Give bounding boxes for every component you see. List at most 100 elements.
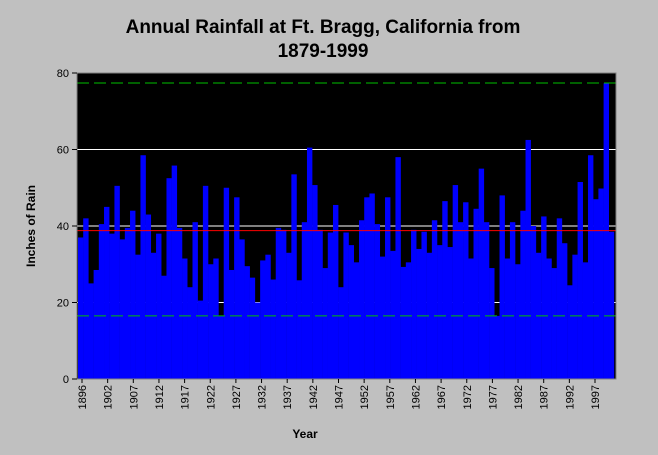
bar (280, 229, 287, 379)
bar (119, 239, 126, 379)
bar (223, 187, 230, 379)
bar (515, 264, 521, 379)
bar (93, 269, 100, 379)
bar (442, 201, 448, 379)
bar (130, 210, 136, 379)
bar (249, 277, 256, 379)
x-tick-label: 1907 (128, 385, 140, 409)
bar (208, 264, 214, 379)
bar (239, 239, 245, 379)
y-tick-label: 40 (57, 221, 69, 233)
bar (254, 302, 261, 379)
bar (109, 233, 115, 379)
bar (228, 269, 235, 379)
bar (145, 214, 152, 379)
x-tick-label: 1982 (513, 385, 525, 409)
bar (411, 229, 417, 379)
bar (353, 262, 360, 379)
bar (364, 197, 370, 379)
bar (140, 155, 146, 379)
bar (457, 222, 464, 379)
bar (431, 220, 438, 379)
x-axis-label: Year (292, 427, 318, 441)
bar (244, 266, 250, 379)
bar (504, 258, 511, 379)
bar (379, 256, 386, 379)
bar (437, 245, 443, 380)
y-tick-label: 80 (57, 68, 69, 80)
x-tick-label: 1997 (590, 385, 602, 409)
bar (83, 218, 89, 379)
bar (598, 188, 604, 379)
x-tick-label: 1902 (103, 385, 115, 409)
bar (213, 258, 219, 379)
bar (171, 165, 178, 379)
x-tick-label: 1977 (487, 385, 499, 409)
x-tick-label: 1967 (436, 385, 448, 409)
chart-title-line2: 1879-1999 (278, 41, 369, 62)
bar (359, 220, 365, 379)
bar (369, 193, 375, 379)
bar (405, 262, 412, 379)
x-tick-label: 1962 (410, 385, 422, 409)
bar (312, 185, 318, 379)
bar (218, 315, 224, 379)
bar (567, 285, 573, 379)
x-tick-label: 1957 (385, 385, 397, 409)
x-tick-label: 1947 (334, 385, 346, 409)
bar (463, 202, 469, 379)
bar (603, 83, 609, 379)
bar (265, 254, 271, 379)
bar (546, 258, 552, 379)
x-tick-label: 1932 (257, 385, 269, 409)
bar (234, 197, 240, 379)
bar (260, 260, 266, 379)
bar (426, 252, 433, 379)
bar (327, 232, 334, 379)
bar (306, 147, 313, 379)
bar (608, 231, 615, 379)
bar (400, 266, 407, 379)
bar (509, 222, 516, 379)
bar (530, 226, 537, 379)
y-tick-label: 60 (57, 145, 69, 157)
bar (541, 216, 547, 379)
bar (468, 258, 474, 379)
bar (556, 218, 563, 379)
bar (343, 232, 349, 379)
bar (124, 227, 131, 379)
bar (197, 300, 204, 379)
y-axis: 0 20 40 60 80 (57, 68, 77, 386)
bar (135, 254, 141, 379)
x-tick-label: 1917 (180, 385, 192, 409)
bar (520, 210, 526, 379)
bar (192, 222, 198, 379)
bar (577, 182, 583, 379)
x-tick-label: 1972 (462, 385, 474, 409)
x-tick-label: 1922 (205, 385, 217, 409)
bar (301, 222, 308, 379)
bar (447, 247, 453, 379)
bar (291, 174, 297, 379)
bar (478, 168, 485, 380)
x-tick-label: 1896 (77, 385, 89, 409)
x-tick-label: 1937 (282, 385, 294, 409)
bar (390, 250, 396, 379)
bar (104, 206, 110, 380)
bar (525, 139, 531, 379)
bar (452, 185, 459, 379)
bar (156, 233, 162, 379)
bar (561, 243, 568, 379)
chart-title-line1: Annual Rainfall at Ft. Bragg, California… (126, 17, 521, 38)
bar (275, 227, 282, 379)
bar (296, 280, 302, 379)
bar (114, 185, 120, 379)
bar (270, 279, 276, 379)
bar (494, 315, 500, 379)
bar (551, 268, 557, 379)
bar (332, 204, 339, 379)
x-tick-label: 1987 (539, 385, 551, 409)
bar (166, 178, 172, 379)
x-tick-label: 1992 (564, 385, 576, 409)
